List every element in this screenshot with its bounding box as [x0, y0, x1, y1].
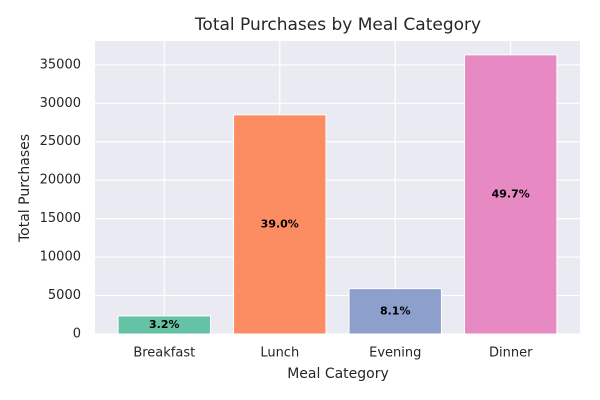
- x-tick-label: Breakfast: [133, 346, 195, 361]
- y-tick-label: 10000: [40, 250, 81, 265]
- y-tick-label: 30000: [40, 96, 81, 111]
- share-label: 3.2%: [149, 318, 180, 331]
- bar: [348, 288, 442, 335]
- bar: [464, 54, 558, 335]
- y-tick-label: 20000: [40, 173, 81, 188]
- share-label: 39.0%: [261, 217, 299, 230]
- x-axis-label: Meal Category: [287, 366, 389, 382]
- x-tick-label: Lunch: [260, 346, 299, 361]
- x-tick-label: Dinner: [489, 346, 533, 361]
- y-tick-label: 35000: [40, 57, 81, 72]
- bar: [233, 114, 327, 335]
- y-axis-label: Total Purchases: [17, 134, 33, 243]
- share-label: 49.7%: [492, 187, 530, 200]
- share-label: 8.1%: [380, 304, 411, 317]
- y-tick-label: 0: [73, 327, 81, 342]
- y-tick-label: 25000: [40, 134, 81, 149]
- x-tick-label: Evening: [369, 346, 421, 361]
- chart-title: Total Purchases by Meal Category: [194, 15, 481, 35]
- y-tick-label: 5000: [48, 288, 81, 303]
- y-tick-label: 15000: [40, 211, 81, 226]
- bar: [117, 315, 211, 335]
